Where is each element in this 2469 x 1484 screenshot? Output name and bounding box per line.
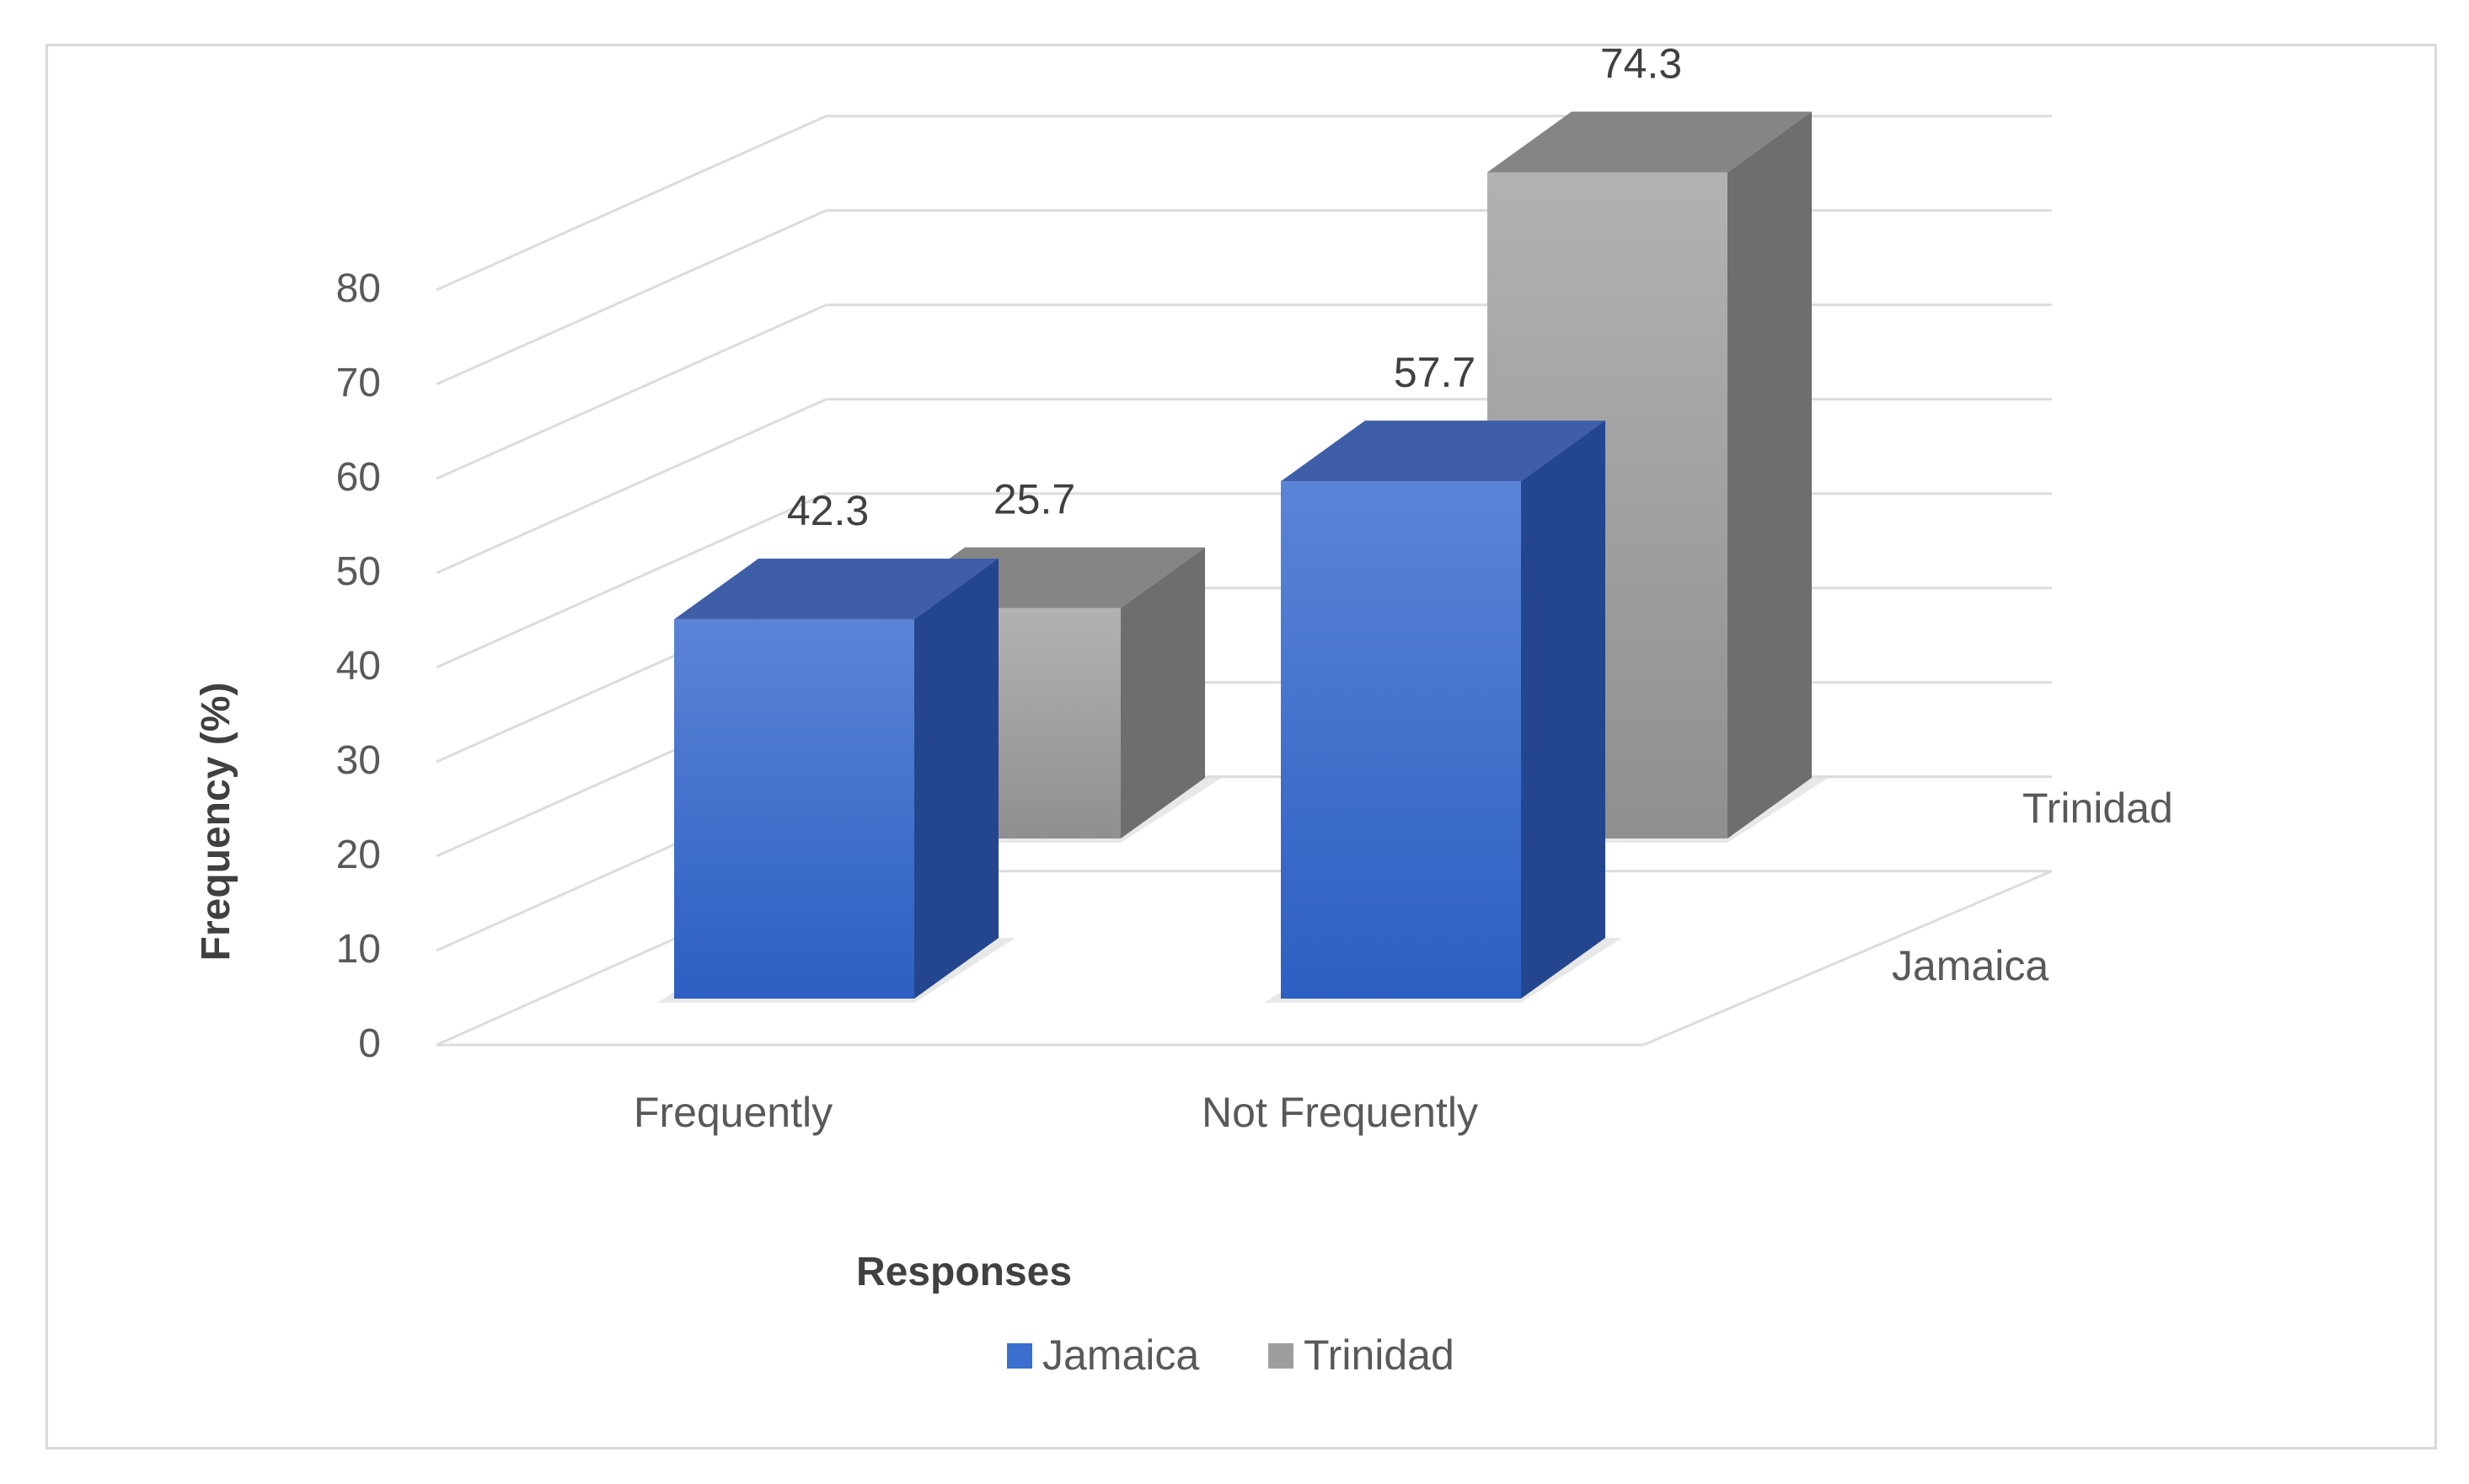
gridline-side [436, 303, 827, 480]
data-label: 25.7 [993, 476, 1075, 523]
bar-top-face [674, 558, 999, 619]
bar-front-face [1281, 481, 1521, 999]
bar-front-face [674, 619, 914, 999]
label-layer: 25.7 74.3 42.3 57.7 [787, 40, 1682, 533]
legend-label: Jamaica [1042, 1331, 1199, 1379]
y-tick-label: 0 [358, 1021, 381, 1066]
y-tick-label: 80 [336, 266, 381, 311]
bar-side-face [1521, 421, 1605, 999]
legend-item-trinidad: Trinidad [1268, 1331, 1454, 1379]
bar-jamaica-1 [1264, 421, 1622, 1003]
bar-jamaica-0 [657, 558, 1015, 1003]
bar-layer [657, 111, 1829, 1003]
bar-side-face [1121, 547, 1205, 838]
data-label: 42.3 [787, 487, 869, 534]
x-tick-label: Frequently [634, 1089, 833, 1136]
gridline-side [436, 492, 827, 669]
bar-side-face [1727, 111, 1812, 838]
gridline-side [436, 398, 827, 575]
y-tick-label: 50 [336, 549, 381, 594]
x-axis-title: Responses [856, 1250, 1072, 1294]
legend-label: Trinidad [1304, 1331, 1454, 1379]
bar-top-face [1281, 421, 1605, 482]
legend-swatch [1007, 1343, 1032, 1369]
legend-swatch [1268, 1343, 1293, 1369]
y-tick-label: 70 [336, 361, 381, 405]
depth-axis-label: Jamaica [1892, 942, 2049, 989]
bar-side-face [914, 558, 999, 999]
y-axis-title: Frequency (%) [194, 683, 238, 962]
y-tick-label: 60 [336, 455, 381, 500]
gridline-side [436, 209, 827, 386]
bar-top-face [1487, 111, 1812, 173]
x-tick-label: Not Frequently [1202, 1089, 1478, 1136]
legend-item-jamaica: Jamaica [1007, 1331, 1199, 1379]
y-tick-label: 10 [336, 927, 381, 972]
gridline-side [436, 115, 827, 292]
depth-axis-label: Trinidad [2022, 785, 2173, 832]
axis-layer: 0 10 20 30 40 50 60 70 80 Frequently Not Frequentl… [194, 266, 2173, 1294]
y-tick-label: 40 [336, 644, 381, 688]
chart-frame [46, 44, 2437, 1449]
y-tick-label: 30 [336, 738, 381, 783]
legend: Jamaica Trinidad [1007, 1331, 1454, 1379]
y-tick-label: 20 [336, 833, 381, 877]
floor-side-edge [1642, 870, 2053, 1047]
data-label: 74.3 [1600, 40, 1682, 87]
data-label: 57.7 [1394, 349, 1476, 396]
